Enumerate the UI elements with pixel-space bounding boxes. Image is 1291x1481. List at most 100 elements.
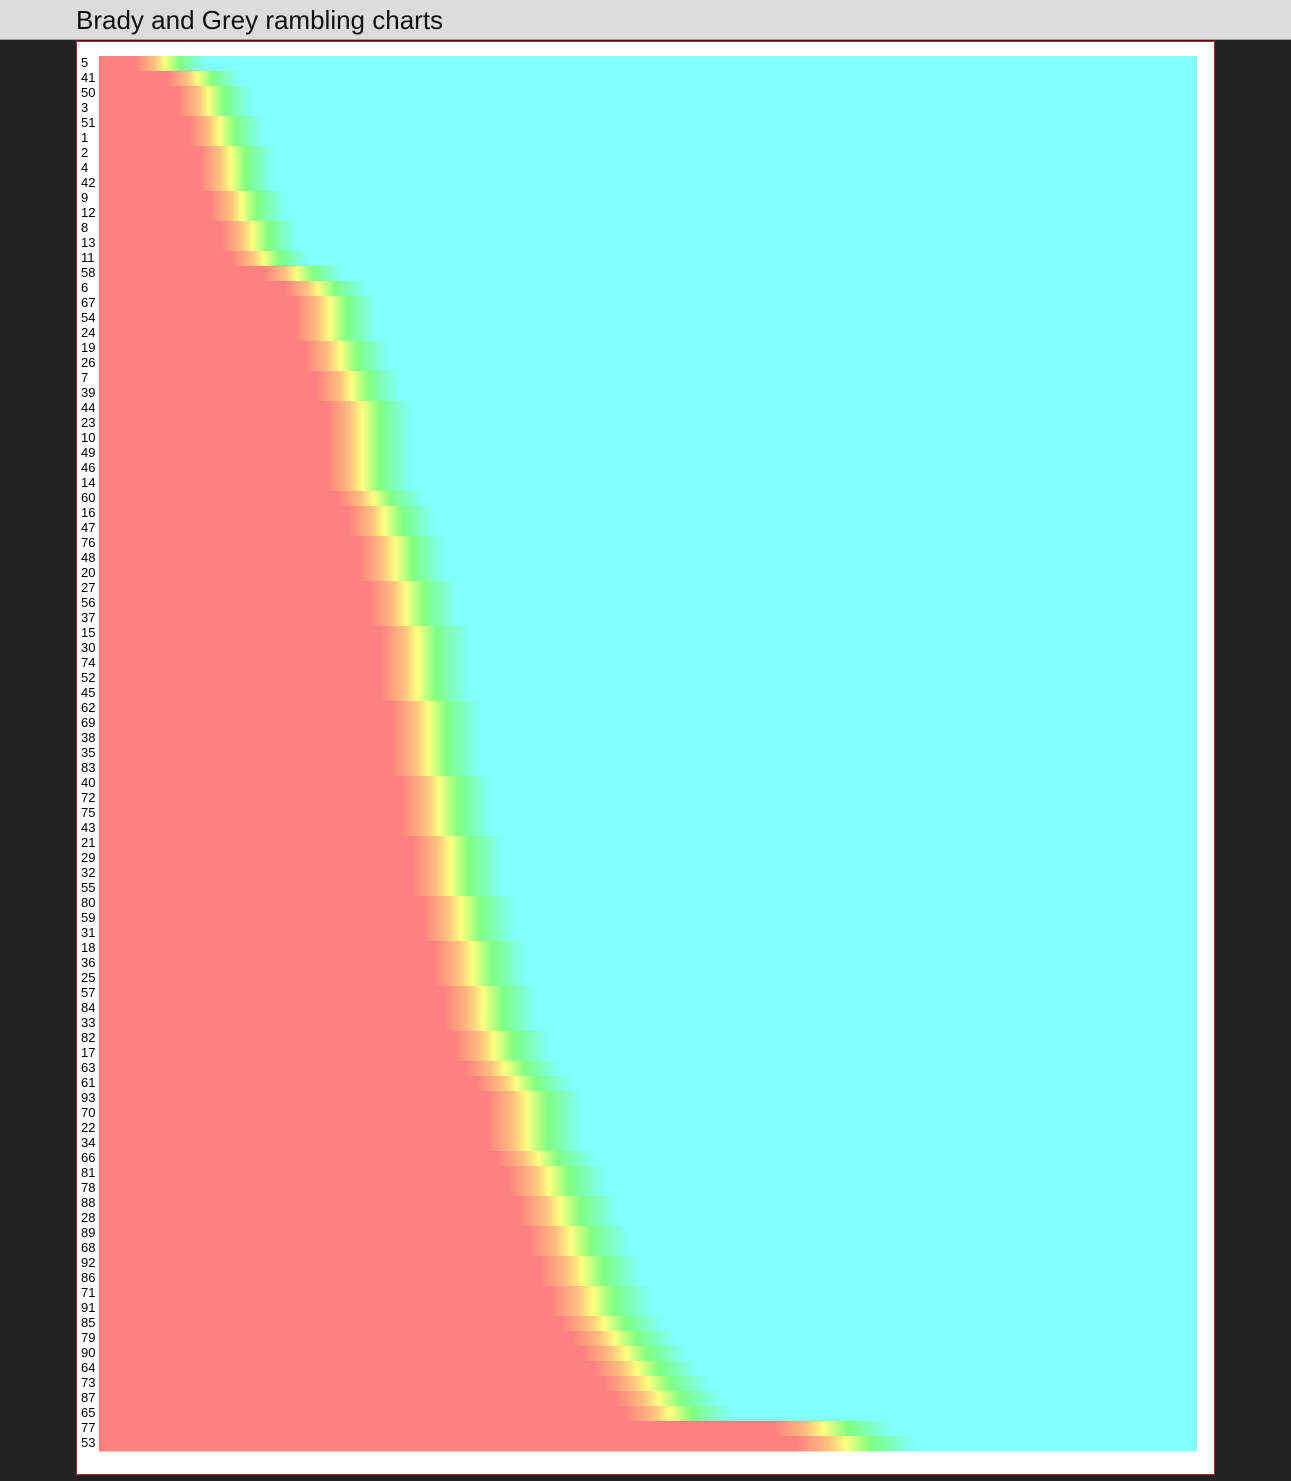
heatmap-row-26 — [99, 356, 1197, 372]
heatmap-row-55 — [99, 881, 1197, 897]
heatmap-row-7 — [99, 371, 1197, 387]
row-label-3: 3 — [81, 100, 88, 115]
row-label-79: 79 — [81, 1330, 95, 1345]
heatmap-row-16 — [99, 506, 1197, 522]
heatmap-row-66 — [99, 1151, 1197, 1167]
row-label-47: 47 — [81, 520, 95, 535]
row-label-36: 36 — [81, 955, 95, 970]
heatmap-row-40 — [99, 776, 1197, 792]
row-label-1: 1 — [81, 130, 88, 145]
row-label-76: 76 — [81, 535, 95, 550]
row-label-34: 34 — [81, 1135, 95, 1150]
row-label-88: 88 — [81, 1195, 95, 1210]
row-label-90: 90 — [81, 1345, 95, 1360]
row-label-32: 32 — [81, 865, 95, 880]
heatmap-row-59 — [99, 911, 1197, 927]
heatmap-row-77 — [99, 1421, 1197, 1437]
row-label-46: 46 — [81, 460, 95, 475]
row-label-30: 30 — [81, 640, 95, 655]
heatmap-row-49 — [99, 446, 1197, 462]
row-label-71: 71 — [81, 1285, 95, 1300]
heatmap-row-86 — [99, 1271, 1197, 1287]
row-label-49: 49 — [81, 445, 95, 460]
heatmap-row-54 — [99, 311, 1197, 327]
heatmap-row-24 — [99, 326, 1197, 342]
heatmap-row-74 — [99, 656, 1197, 672]
row-label-72: 72 — [81, 790, 95, 805]
row-label-18: 18 — [81, 940, 95, 955]
row-label-91: 91 — [81, 1300, 95, 1315]
row-label-68: 68 — [81, 1240, 95, 1255]
heatmap-row-51 — [99, 116, 1197, 132]
row-label-5: 5 — [81, 55, 88, 70]
heatmap-row-6 — [99, 281, 1197, 297]
heatmap-row-87 — [99, 1391, 1197, 1407]
row-label-55: 55 — [81, 880, 95, 895]
row-label-13: 13 — [81, 235, 95, 250]
heatmap-row-23 — [99, 416, 1197, 432]
heatmap-row-37 — [99, 611, 1197, 627]
heatmap-row-50 — [99, 86, 1197, 102]
row-label-63: 63 — [81, 1060, 95, 1075]
row-label-31: 31 — [81, 925, 95, 940]
heatmap-row-64 — [99, 1361, 1197, 1377]
heatmap-row-89 — [99, 1226, 1197, 1242]
row-label-58: 58 — [81, 265, 95, 280]
heatmap-row-81 — [99, 1166, 1197, 1182]
heatmap-row-25 — [99, 971, 1197, 987]
row-label-78: 78 — [81, 1180, 95, 1195]
row-label-23: 23 — [81, 415, 95, 430]
row-label-45: 45 — [81, 685, 95, 700]
heatmap-row-13 — [99, 236, 1197, 252]
heatmap-row-75 — [99, 806, 1197, 822]
row-label-87: 87 — [81, 1390, 95, 1405]
row-label-73: 73 — [81, 1375, 95, 1390]
row-label-43: 43 — [81, 820, 95, 835]
row-label-54: 54 — [81, 310, 95, 325]
row-label-52: 52 — [81, 670, 95, 685]
row-label-41: 41 — [81, 70, 95, 85]
heatmap-row-63 — [99, 1061, 1197, 1077]
heatmap-row-14 — [99, 476, 1197, 492]
heatmap-row-35 — [99, 746, 1197, 762]
heatmap-row-21 — [99, 836, 1197, 852]
row-label-86: 86 — [81, 1270, 95, 1285]
row-label-57: 57 — [81, 985, 95, 1000]
heatmap-row-47 — [99, 521, 1197, 537]
heatmap-row-8 — [99, 221, 1197, 237]
heatmap-row-80 — [99, 896, 1197, 912]
row-label-92: 92 — [81, 1255, 95, 1270]
heatmap-row-92 — [99, 1256, 1197, 1272]
row-label-65: 65 — [81, 1405, 95, 1420]
heatmap-row-32 — [99, 866, 1197, 882]
heatmap-row-78 — [99, 1181, 1197, 1197]
row-label-69: 69 — [81, 715, 95, 730]
page-title: Brady and Grey rambling charts — [76, 5, 444, 35]
row-label-53: 53 — [81, 1435, 95, 1450]
heatmap-row-11 — [99, 251, 1197, 267]
row-label-51: 51 — [81, 115, 95, 130]
heatmap-row-69 — [99, 716, 1197, 732]
row-label-83: 83 — [81, 760, 95, 775]
row-label-21: 21 — [81, 835, 95, 850]
heatmap-row-31 — [99, 926, 1197, 942]
heatmap-row-38 — [99, 731, 1197, 747]
heatmap-row-53 — [99, 1436, 1197, 1452]
row-label-67: 67 — [81, 295, 95, 310]
heatmap-row-22 — [99, 1121, 1197, 1137]
heatmap-row-3 — [99, 101, 1197, 117]
heatmap-row-84 — [99, 1001, 1197, 1017]
row-label-8: 8 — [81, 220, 88, 235]
row-label-11: 11 — [81, 250, 95, 265]
heatmap-chart: 5415035112442912813115866754241926739442… — [81, 55, 1197, 1452]
row-label-38: 38 — [81, 730, 95, 745]
heatmap-row-9 — [99, 191, 1197, 207]
row-label-70: 70 — [81, 1105, 95, 1120]
heatmap-row-60 — [99, 491, 1197, 507]
heatmap-row-58 — [99, 266, 1197, 282]
heatmap-row-27 — [99, 581, 1197, 597]
heatmap-row-30 — [99, 641, 1197, 657]
row-label-14: 14 — [81, 475, 95, 490]
heatmap-row-45 — [99, 686, 1197, 702]
row-label-2: 2 — [81, 145, 88, 160]
